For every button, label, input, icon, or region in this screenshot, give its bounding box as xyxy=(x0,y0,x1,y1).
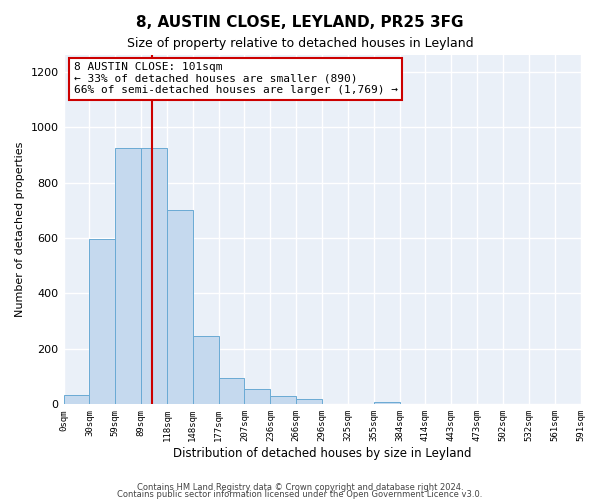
Bar xyxy=(167,210,193,404)
Text: Contains public sector information licensed under the Open Government Licence v3: Contains public sector information licen… xyxy=(118,490,482,499)
Bar xyxy=(115,148,141,405)
Bar xyxy=(141,148,167,405)
Text: Size of property relative to detached houses in Leyland: Size of property relative to detached ho… xyxy=(127,38,473,51)
Bar xyxy=(193,336,218,404)
Text: Contains HM Land Registry data © Crown copyright and database right 2024.: Contains HM Land Registry data © Crown c… xyxy=(137,484,463,492)
Text: 8, AUSTIN CLOSE, LEYLAND, PR25 3FG: 8, AUSTIN CLOSE, LEYLAND, PR25 3FG xyxy=(136,15,464,30)
Bar xyxy=(374,402,400,404)
Bar xyxy=(244,389,271,404)
Bar xyxy=(296,399,322,404)
Bar xyxy=(271,396,296,404)
Text: 8 AUSTIN CLOSE: 101sqm
← 33% of detached houses are smaller (890)
66% of semi-de: 8 AUSTIN CLOSE: 101sqm ← 33% of detached… xyxy=(74,62,398,95)
Bar xyxy=(64,394,89,404)
Y-axis label: Number of detached properties: Number of detached properties xyxy=(15,142,25,318)
Bar xyxy=(89,240,115,404)
Bar xyxy=(218,378,244,404)
X-axis label: Distribution of detached houses by size in Leyland: Distribution of detached houses by size … xyxy=(173,447,471,460)
